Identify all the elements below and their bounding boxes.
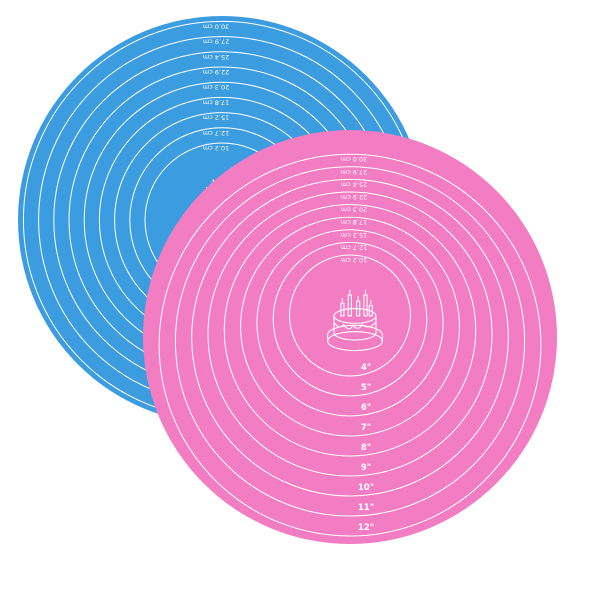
measurement-ring bbox=[240, 216, 460, 437]
inch-label: 9" bbox=[361, 463, 371, 473]
cm-label: 27.9 cm bbox=[203, 38, 229, 46]
measurement-ring bbox=[272, 241, 428, 397]
cake-icon bbox=[327, 289, 383, 352]
inch-label: 5" bbox=[361, 383, 371, 393]
cm-label: 15.2 cm bbox=[341, 231, 367, 239]
cm-label: 12.7 cm bbox=[341, 243, 367, 251]
pink-mat-surface bbox=[143, 130, 557, 544]
inch-label: 6" bbox=[361, 403, 371, 413]
measurement-ring bbox=[174, 166, 526, 517]
cm-label: 25.4 cm bbox=[203, 53, 229, 61]
inch-label: 8" bbox=[361, 443, 371, 453]
cm-label: 27.9 cm bbox=[341, 168, 367, 176]
cm-label: 17.8 cm bbox=[203, 98, 229, 106]
cm-label: 12.7 cm bbox=[203, 129, 229, 137]
cm-label: 10.2 cm bbox=[341, 256, 367, 264]
cm-label: 25.4 cm bbox=[341, 180, 367, 188]
cm-label: 17.8 cm bbox=[341, 218, 367, 226]
cm-label: 22.9 cm bbox=[341, 193, 367, 201]
cm-label: 15.2 cm bbox=[203, 114, 229, 122]
measurement-ring bbox=[223, 204, 477, 457]
cm-label: 30.0 cm bbox=[203, 22, 229, 30]
measurement-ring bbox=[158, 153, 542, 537]
cm-label: 10.2 cm bbox=[203, 144, 229, 152]
inch-label: 7" bbox=[361, 423, 371, 433]
cm-label: 20.3 cm bbox=[203, 83, 229, 91]
inch-label: 10" bbox=[358, 483, 374, 493]
cm-label: 30.0 cm bbox=[341, 155, 367, 163]
pink-baking-mat: 10.2 cm 4" 12.7 cm 5" 15.2 cm 6" 17.8 cm 7" 20.3… bbox=[143, 130, 557, 544]
measurement-ring bbox=[207, 191, 493, 477]
measurement-ring bbox=[256, 229, 444, 417]
cm-label: 20.3 cm bbox=[341, 206, 367, 214]
inch-label: 4" bbox=[361, 363, 371, 373]
inch-label: 11" bbox=[358, 503, 374, 513]
cm-label: 22.9 cm bbox=[203, 68, 229, 76]
measurement-ring bbox=[289, 254, 411, 377]
inch-label: 12" bbox=[358, 523, 374, 533]
measurement-ring bbox=[191, 178, 509, 497]
